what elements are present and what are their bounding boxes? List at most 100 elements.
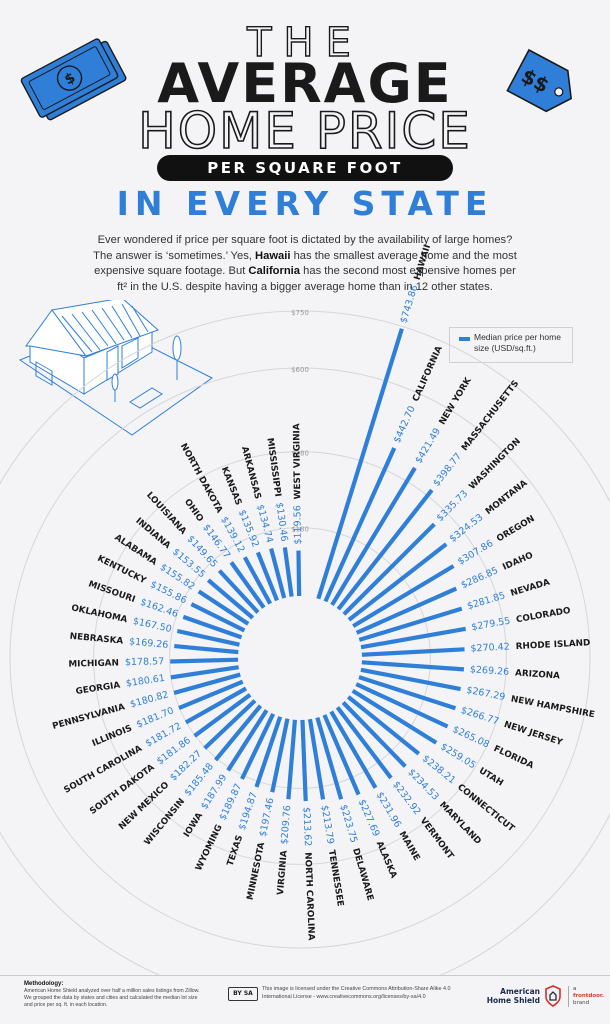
bar-georgia bbox=[170, 665, 239, 680]
bar-mississippi bbox=[282, 547, 294, 597]
state-label: PENNSYLVANIA bbox=[51, 702, 126, 732]
state-label: TENNESSEE bbox=[326, 849, 345, 907]
bar-north-carolina bbox=[300, 719, 308, 802]
state-label: COLORADO bbox=[515, 606, 571, 625]
ring-label: $380 bbox=[291, 450, 309, 458]
bar-oklahoma bbox=[176, 628, 240, 647]
bar-connecticut bbox=[346, 695, 421, 756]
methodology-text: American Home Shield analyzed over half … bbox=[24, 988, 200, 1008]
bar-kentucky bbox=[190, 602, 246, 633]
value-label: $197.46 bbox=[258, 797, 277, 838]
bar-west-virginia bbox=[296, 550, 302, 597]
state-label: ILLINOIS bbox=[91, 724, 134, 749]
bar-new-jersey bbox=[358, 675, 457, 711]
fd-line-2: frontdoor. bbox=[573, 993, 604, 999]
bar-wisconsin bbox=[213, 704, 263, 762]
state-label: OKLAHOMA bbox=[70, 603, 128, 625]
bar-virginia bbox=[286, 719, 298, 800]
legend-swatch bbox=[459, 337, 470, 341]
state-label: MAINE bbox=[397, 830, 422, 863]
intro-california: California bbox=[248, 265, 301, 277]
methodology: Methodology: American Home Shield analyze… bbox=[24, 981, 204, 1009]
grid-ring bbox=[169, 527, 431, 789]
value-label: $266.77 bbox=[459, 705, 500, 728]
bar-south-dakota bbox=[193, 693, 252, 738]
bar-arizona bbox=[361, 660, 465, 672]
bar-florida bbox=[355, 682, 449, 729]
intro-hawaii: Hawaii bbox=[255, 249, 291, 262]
state-label: NORTH CAROLINA bbox=[302, 852, 316, 941]
intro-text-1: Ever wondered if price per square foot i… bbox=[93, 234, 513, 262]
bar-maine bbox=[329, 710, 378, 789]
value-label: $180.82 bbox=[129, 689, 170, 710]
bar-alabama bbox=[197, 589, 250, 626]
value-label: $178.57 bbox=[125, 656, 165, 668]
value-label: $167.50 bbox=[132, 616, 173, 635]
footer-divider bbox=[0, 975, 610, 976]
bar-idaho bbox=[355, 586, 458, 635]
state-label: DELAWARE bbox=[350, 847, 375, 902]
chart-legend: Median price per home size (USD/sq.ft.) bbox=[449, 327, 573, 363]
grid-ring bbox=[9, 367, 591, 949]
value-label: $213.79 bbox=[319, 804, 336, 845]
intro-text-3: has the second most expensive homes per … bbox=[117, 265, 516, 293]
american-home-shield-logo: American Home Shield bbox=[480, 987, 540, 1005]
value-label: $269.26 bbox=[470, 664, 510, 678]
bar-wyoming bbox=[240, 712, 276, 780]
dollar-bill-icon: $ bbox=[20, 38, 127, 121]
state-label: FLORIDA bbox=[492, 744, 535, 771]
value-label: $227.69 bbox=[356, 798, 382, 838]
state-label: MISSISSIPPI bbox=[264, 437, 282, 497]
state-label: MONTANA bbox=[484, 478, 530, 517]
state-label: GEORGIA bbox=[75, 680, 121, 697]
bar-pennsylvania bbox=[173, 672, 241, 695]
grid-ring bbox=[0, 310, 610, 975]
state-label: NEW JERSEY bbox=[503, 720, 565, 748]
state-label: HAWAII bbox=[413, 244, 433, 282]
bar-texas bbox=[254, 716, 283, 788]
license-line-2: International License - www.creativecomm… bbox=[262, 993, 426, 1000]
state-label: NEVADA bbox=[509, 577, 551, 598]
ahs-line-1: American bbox=[500, 987, 540, 996]
value-label: $743.86 bbox=[398, 284, 420, 325]
title-the: THE bbox=[246, 19, 363, 66]
bar-north-dakota bbox=[242, 556, 273, 605]
bar-iowa bbox=[226, 709, 269, 772]
bar-rhode-island bbox=[361, 647, 465, 657]
value-label: $324.53 bbox=[448, 512, 486, 545]
value-label: $307.86 bbox=[456, 538, 495, 568]
intro-text-2: has the smallest average home and the mo… bbox=[94, 249, 517, 278]
value-label: $194.87 bbox=[237, 791, 260, 832]
bar-nebraska bbox=[174, 643, 239, 655]
state-label: WEST VIRGINIA bbox=[292, 423, 303, 499]
ahs-line-2: Home Shield bbox=[486, 996, 540, 1005]
bar-new-york bbox=[330, 466, 417, 607]
state-label: NEBRASKA bbox=[69, 632, 124, 647]
value-label: $442.70 bbox=[392, 404, 418, 444]
bar-hawaii bbox=[316, 328, 404, 600]
value-label: $265.08 bbox=[451, 724, 491, 751]
state-label: RHODE ISLAND bbox=[516, 638, 591, 652]
state-label: NEW HAMPSHIRE bbox=[510, 694, 596, 720]
value-label: $119.56 bbox=[292, 505, 304, 544]
bar-vermont bbox=[335, 706, 393, 780]
value-label: $213.62 bbox=[300, 807, 313, 847]
state-label: OREGON bbox=[495, 514, 536, 544]
legend-label: Median price per home size (USD/sq.ft.) bbox=[474, 332, 561, 353]
ring-label: $180 bbox=[291, 526, 309, 534]
bar-minnesota bbox=[270, 718, 290, 793]
bar-indiana bbox=[206, 578, 255, 620]
cc-license-badge: BY SA bbox=[228, 987, 258, 1001]
state-label: VIRGINIA bbox=[276, 850, 290, 896]
value-label: $270.42 bbox=[470, 641, 510, 654]
bar-washington bbox=[342, 522, 436, 616]
bar-montana bbox=[347, 542, 448, 622]
intro-paragraph: Ever wondered if price per square foot i… bbox=[88, 233, 522, 295]
bar-colorado bbox=[360, 626, 467, 650]
state-label: TEXAS bbox=[226, 834, 246, 867]
ring-label: $600 bbox=[291, 366, 309, 374]
bar-arkansas bbox=[269, 548, 287, 599]
value-label: $398.77 bbox=[431, 451, 464, 489]
bar-california bbox=[323, 447, 397, 603]
state-label: ARIZONA bbox=[515, 668, 561, 681]
